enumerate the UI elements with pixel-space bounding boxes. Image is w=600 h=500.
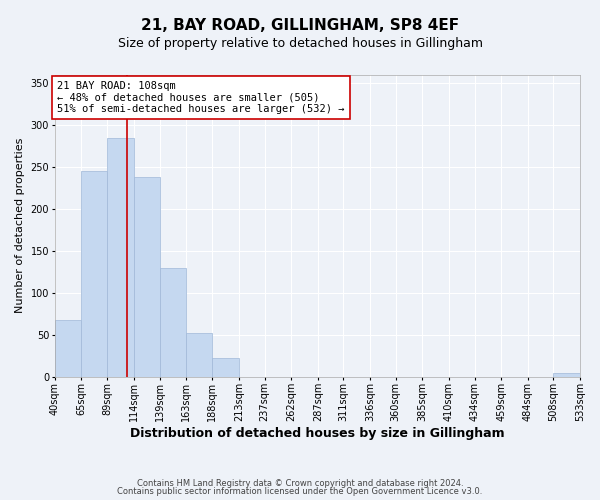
Y-axis label: Number of detached properties: Number of detached properties (15, 138, 25, 314)
X-axis label: Distribution of detached houses by size in Gillingham: Distribution of detached houses by size … (130, 427, 505, 440)
Bar (55, 320, 82, 376)
Text: Size of property relative to detached houses in Gillingham: Size of property relative to detached ho… (118, 38, 482, 51)
Bar (107, 138, 134, 376)
Bar (212, 358, 239, 376)
Bar (160, 268, 186, 376)
Text: 21, BAY ROAD, GILLINGHAM, SP8 4EF: 21, BAY ROAD, GILLINGHAM, SP8 4EF (141, 18, 459, 32)
Text: Contains HM Land Registry data © Crown copyright and database right 2024.: Contains HM Land Registry data © Crown c… (137, 478, 463, 488)
Text: 21 BAY ROAD: 108sqm
← 48% of detached houses are smaller (505)
51% of semi-detac: 21 BAY ROAD: 108sqm ← 48% of detached ho… (58, 81, 345, 114)
Text: Contains public sector information licensed under the Open Government Licence v3: Contains public sector information licen… (118, 487, 482, 496)
Bar (134, 177, 160, 376)
Bar (553, 373, 580, 376)
Bar (186, 333, 212, 376)
Bar (82, 172, 107, 376)
